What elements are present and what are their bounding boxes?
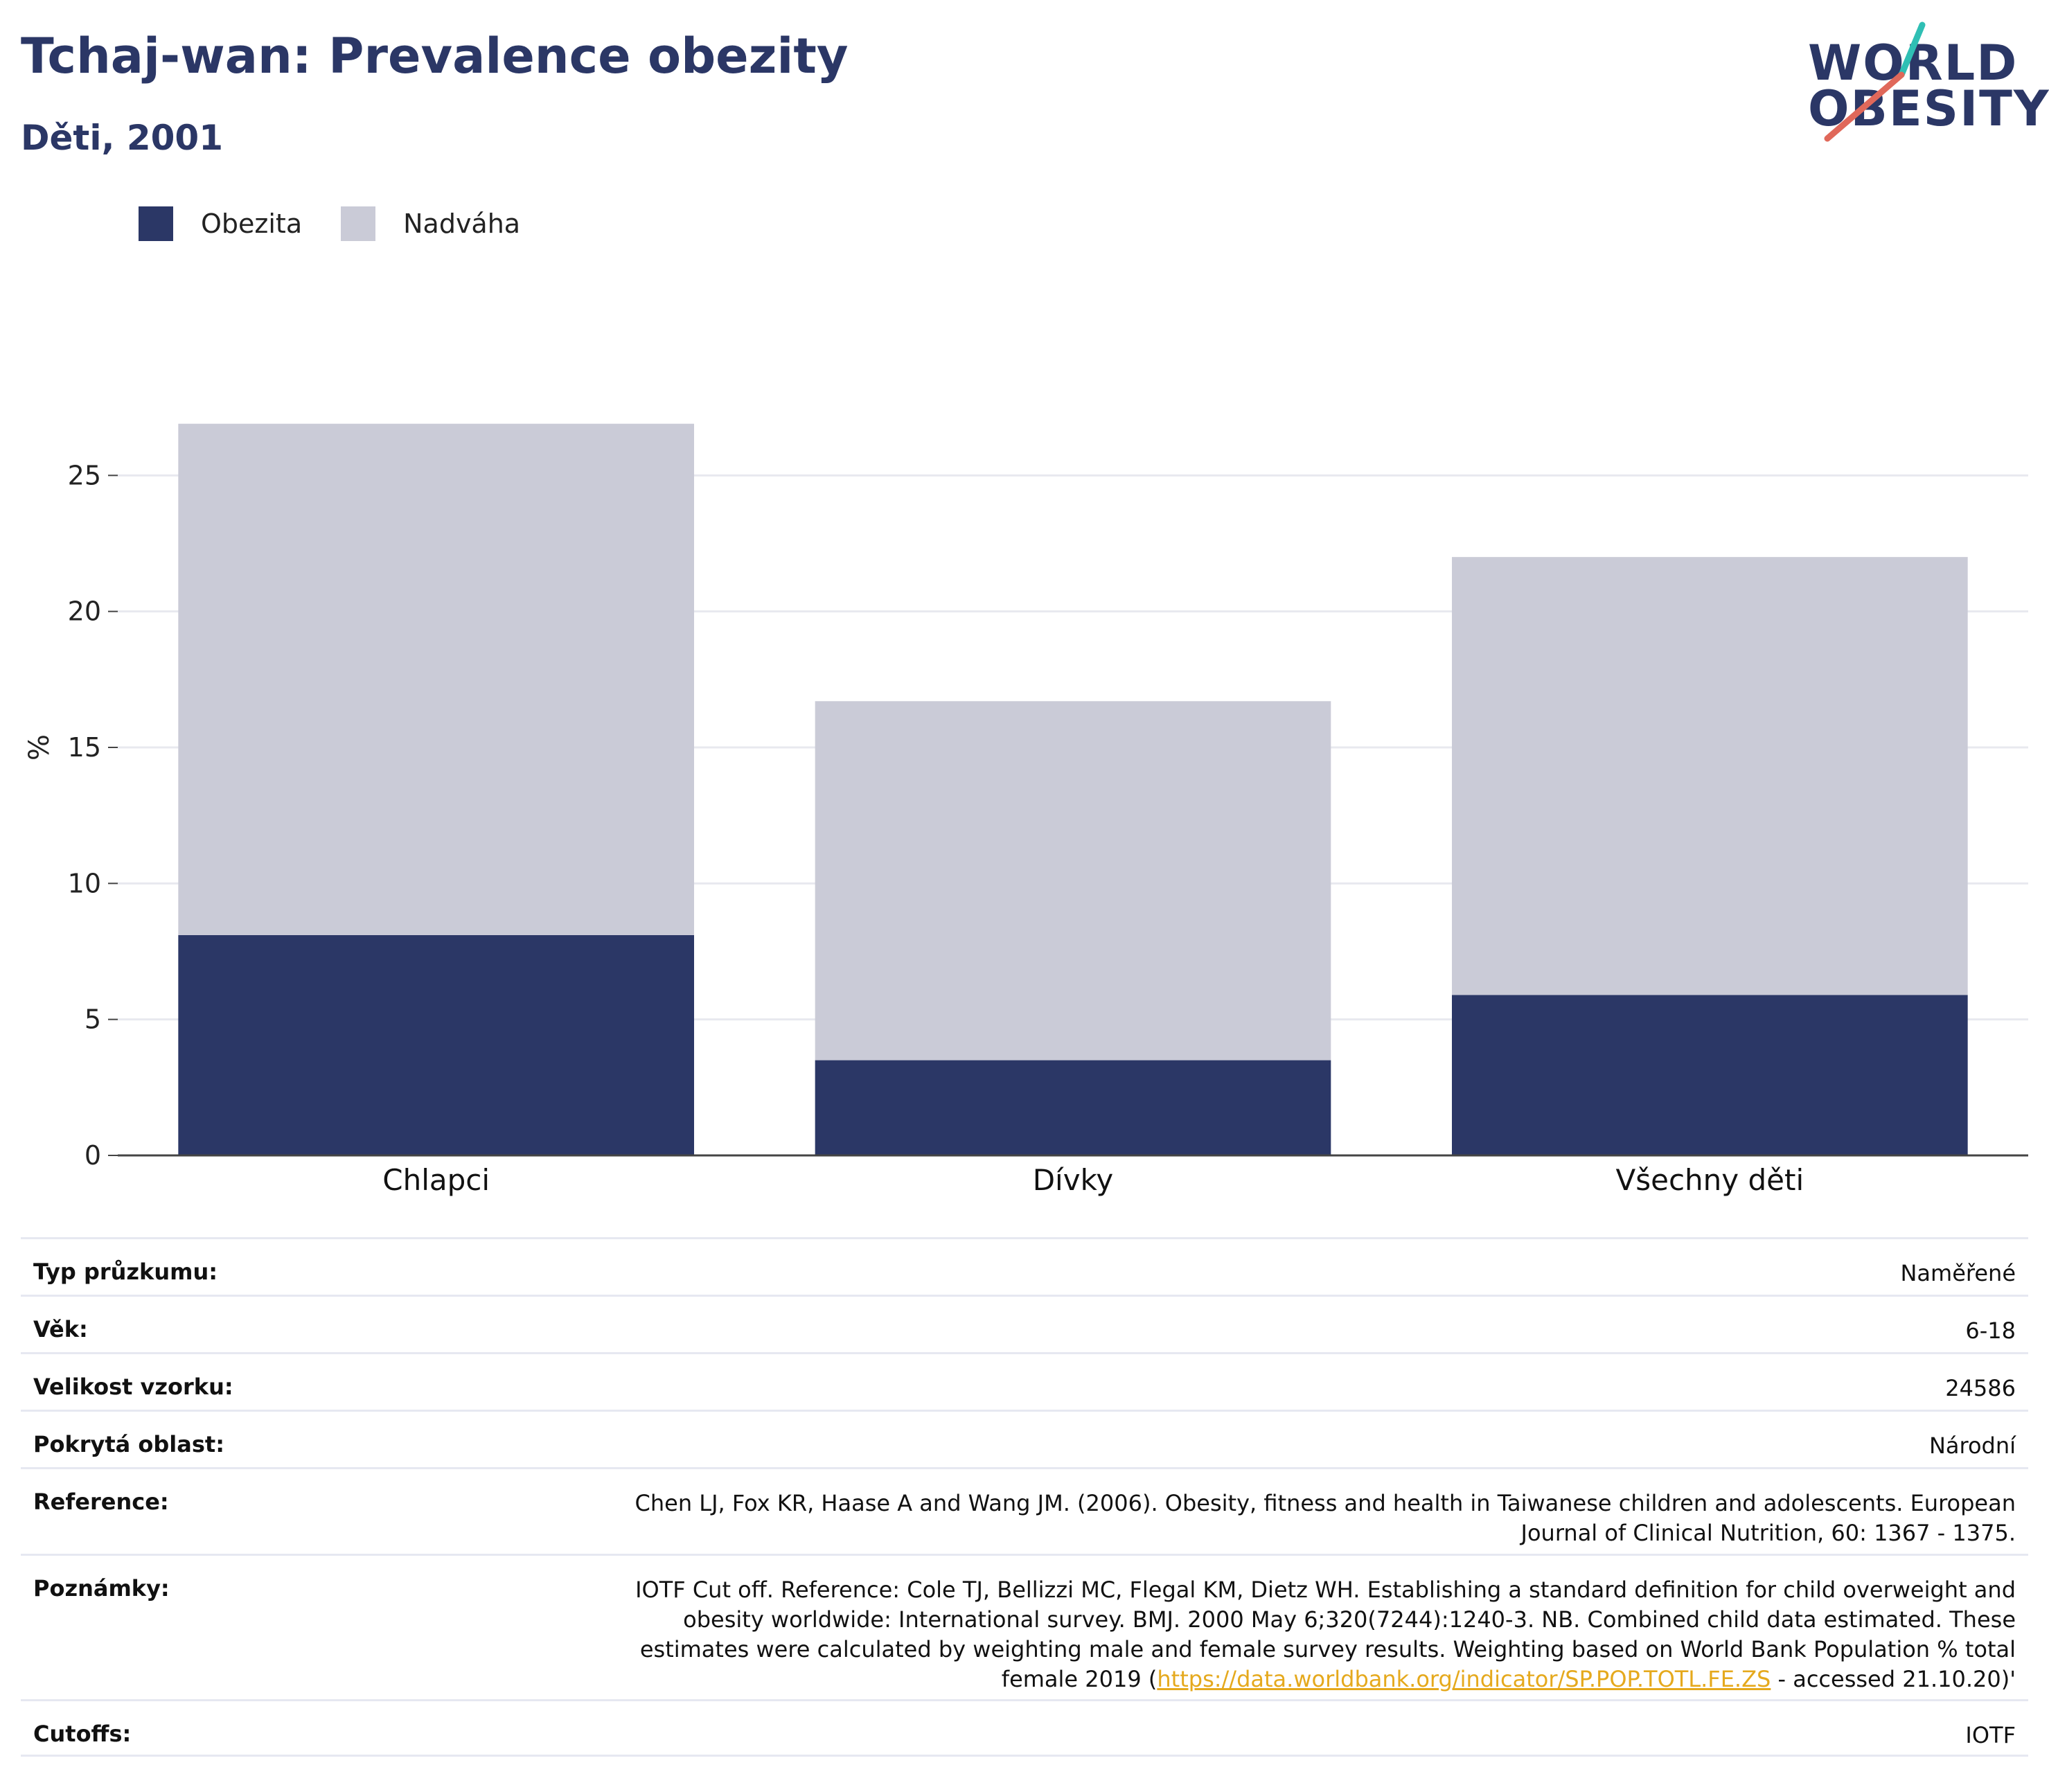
y-tick-label: 15 <box>68 732 101 763</box>
y-tick-label: 20 <box>68 596 101 627</box>
info-value: IOTF Cut off. Reference: Cole TJ, Belliz… <box>589 1575 2016 1694</box>
legend-label-obezita: Obezita <box>201 209 303 239</box>
logo-slash-icon <box>1824 21 1926 142</box>
legend-swatch-nadvaha <box>341 206 376 241</box>
legend-item-nadvaha[interactable]: Nadváha <box>341 206 520 241</box>
x-tick-label: Dívky <box>1033 1163 1114 1197</box>
chart-title: Tchaj-wan: Prevalence obezity <box>21 28 849 85</box>
y-tick-label: 0 <box>85 1140 101 1171</box>
bar-chart: 0 5 10 15 20 25% Chlapci Dívky Všechny děti <box>24 423 2028 1197</box>
bar-nadvaha <box>178 423 694 935</box>
info-table: Typ průzkumu: Naměřené Věk: 6-18 Velikos… <box>21 1237 2028 1757</box>
bar-obezita <box>178 934 694 1155</box>
info-value: Národní <box>1928 1432 2016 1459</box>
x-tick-label: Všechny děti <box>1616 1163 1804 1197</box>
legend-item-obezita[interactable]: Obezita <box>139 206 302 241</box>
bar-obezita <box>815 1060 1331 1155</box>
notes-text-after: - accessed 21.10.20)' <box>1771 1666 2016 1692</box>
info-key: Pokrytá oblast: <box>33 1431 224 1457</box>
info-value: Naměřené <box>1900 1260 2016 1286</box>
info-row-age: Věk: 6-18 <box>21 1295 2028 1352</box>
info-value: IOTF <box>1965 1722 2016 1748</box>
info-value: 6-18 <box>1965 1318 2016 1344</box>
info-key: Věk: <box>33 1316 88 1342</box>
y-axis-label: % <box>24 734 55 761</box>
notes-text: IOTF Cut off. Reference: Cole TJ, Belliz… <box>635 1577 2016 1692</box>
info-row-reference: Reference: Chen LJ, Fox KR, Haase A and … <box>21 1467 2028 1554</box>
info-row-cutoffs: Cutoffs: IOTF <box>21 1699 2028 1757</box>
info-row-sample-size: Velikost vzorku: 24586 <box>21 1352 2028 1410</box>
info-key: Reference: <box>33 1489 169 1515</box>
chart-subtitle: Děti, 2001 <box>21 118 224 158</box>
notes-link[interactable]: https://data.worldbank.org/indicator/SP.… <box>1157 1666 1771 1692</box>
info-key: Cutoffs: <box>33 1721 132 1747</box>
info-row-area-covered: Pokrytá oblast: Národní <box>21 1410 2028 1467</box>
y-tick-label: 5 <box>85 1004 101 1035</box>
info-row-notes: Poznámky: IOTF Cut off. Reference: Cole … <box>21 1554 2028 1699</box>
bar-nadvaha <box>1452 557 1968 995</box>
x-tick-label: Chlapci <box>382 1163 490 1197</box>
chart-legend: Obezita Nadváha <box>139 206 559 241</box>
info-value: Chen LJ, Fox KR, Haase A and Wang JM. (2… <box>635 1490 2016 1546</box>
info-key: Poznámky: <box>33 1575 170 1602</box>
y-tick-label: 25 <box>68 460 101 490</box>
info-key: Typ průzkumu: <box>33 1259 218 1285</box>
bar-obezita <box>1452 995 1968 1155</box>
world-obesity-logo: WORLD OBESITY <box>1808 21 2049 145</box>
legend-swatch-obezita <box>139 206 173 241</box>
info-value: 24586 <box>1945 1375 2016 1401</box>
info-row-survey-type: Typ průzkumu: Naměřené <box>21 1237 2028 1295</box>
legend-label-nadvaha: Nadváha <box>403 209 521 239</box>
bar-nadvaha <box>815 701 1331 1061</box>
logo-text-obesity: OBESITY <box>1808 80 2049 137</box>
info-key: Velikost vzorku: <box>33 1374 233 1400</box>
y-tick-label: 10 <box>68 868 101 898</box>
